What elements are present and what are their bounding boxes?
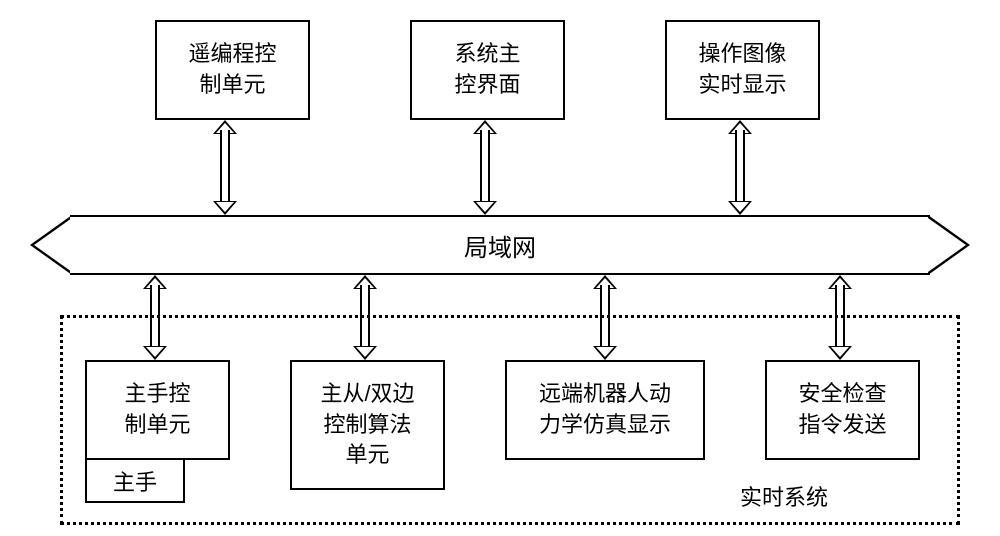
node-label: 操作图像 实时显示 xyxy=(698,39,786,101)
node-safety-check-command: 安全检查 指令发送 xyxy=(765,360,920,460)
group-label: 实时系统 xyxy=(740,480,828,512)
lan-bus: 局域网 xyxy=(30,215,970,275)
node-master-slave-algorithm: 主从/双边 控制算法 单元 xyxy=(290,360,445,490)
bus-arrow-right-icon xyxy=(928,215,970,275)
bus-label: 局域网 xyxy=(464,228,536,263)
node-label: 主手 xyxy=(113,465,157,497)
node-label: 系统主 控界面 xyxy=(454,39,520,101)
node-operation-image-display: 操作图像 实时显示 xyxy=(665,20,820,120)
node-remote-program-control: 遥编程控 制单元 xyxy=(155,20,310,120)
group-label-text: 实时系统 xyxy=(740,485,828,510)
node-label: 遥编程控 制单元 xyxy=(188,39,276,101)
bus-body: 局域网 xyxy=(70,215,930,275)
node-master-hand: 主手 xyxy=(85,458,185,503)
node-master-hand-control: 主手控 制单元 xyxy=(85,360,230,460)
bus-arrow-left-icon xyxy=(30,215,72,275)
arrow-top2 xyxy=(473,120,497,215)
arrow-top3 xyxy=(728,120,752,215)
node-system-main-interface: 系统主 控界面 xyxy=(410,20,565,120)
node-label: 远端机器人动 力学仿真显示 xyxy=(539,379,671,441)
node-label: 安全检查 指令发送 xyxy=(798,379,886,441)
arrow-top1 xyxy=(213,120,237,215)
node-label: 主手控 制单元 xyxy=(124,379,190,441)
node-label: 主从/双边 控制算法 单元 xyxy=(320,379,414,471)
node-remote-robot-dynamics: 远端机器人动 力学仿真显示 xyxy=(505,360,705,460)
